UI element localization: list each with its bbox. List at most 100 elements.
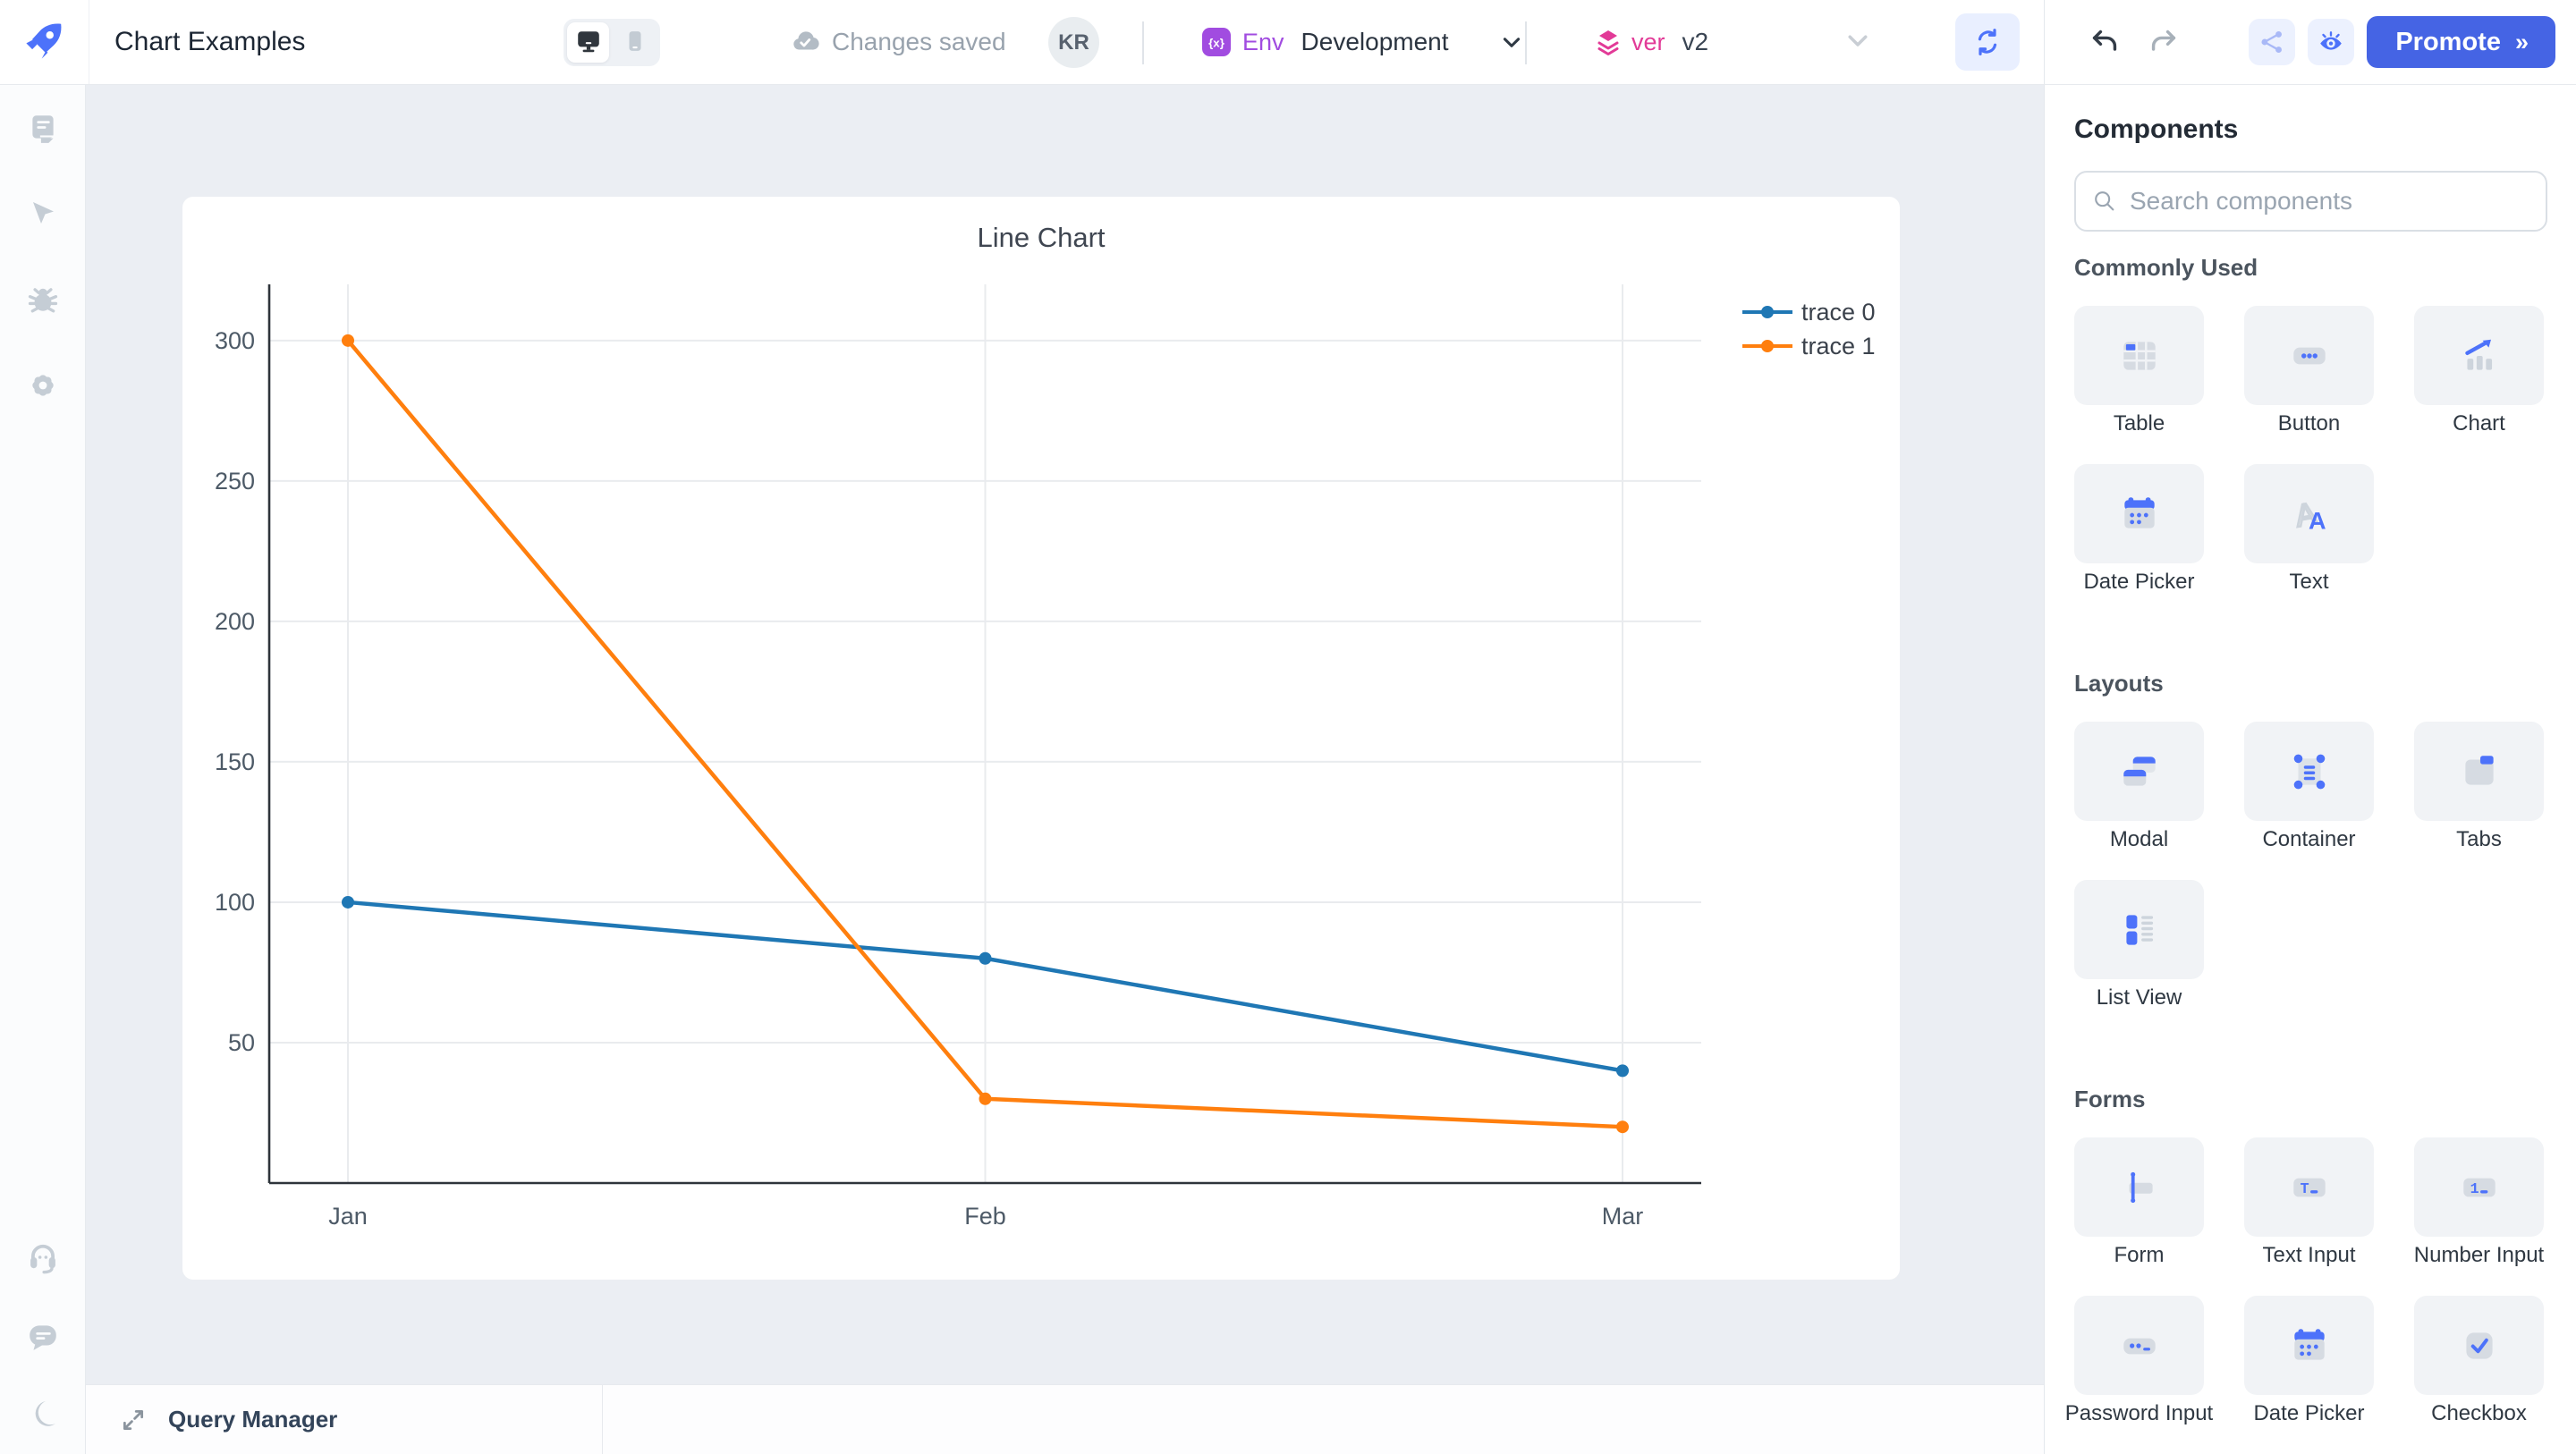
sidebar-dark-mode-icon[interactable] [0,1375,85,1454]
numberinput-icon: 1 [2457,1165,2502,1210]
checkbox-component-tile[interactable] [2414,1296,2544,1395]
component-label: Form [2114,1243,2165,1267]
sidebar-debugger-icon[interactable] [0,257,85,342]
component-item-modal[interactable]: Modal [2074,722,2204,852]
textinput-component-tile[interactable]: T [2244,1137,2374,1237]
undo-button[interactable] [2085,23,2124,61]
autosave-status-text: Changes saved [832,28,1006,55]
component-item-form[interactable]: Form [2074,1137,2204,1268]
chart-component-tile[interactable] [2414,306,2544,405]
sidebar-pointer-icon[interactable] [0,171,85,257]
listview-component-tile[interactable] [2074,880,2204,979]
sidebar-settings-icon[interactable] [0,342,85,428]
container-component-tile[interactable] [2244,722,2374,821]
component-label: Number Input [2413,1243,2545,1267]
svg-text:Line Chart: Line Chart [977,222,1105,253]
release-sync-button[interactable] [1955,13,2020,71]
version-layers-icon [1595,28,1622,56]
app-logo[interactable] [0,0,89,84]
section-title: Forms [2074,1086,2146,1112]
svg-text:A: A [2308,506,2326,534]
sync-icon [1974,28,2001,56]
components-panel: Components Commonly Used Table Button Chart… [2044,85,2576,1454]
version-selector[interactable]: ver v2 [1595,0,1708,84]
components-panel-title: Components [2074,114,2239,144]
passwordinput-icon [2117,1323,2162,1368]
modal-icon [2117,749,2162,794]
search-icon [2092,189,2117,214]
chat-icon [26,1319,60,1353]
checkbox-icon [2457,1323,2502,1368]
component-grid: Table Button Chart Date Picker A A Text [2074,306,2547,595]
environment-selector[interactable]: {x} Env Development [1202,0,1523,84]
promote-label: Promote [2395,27,2501,56]
component-item-chart[interactable]: Chart [2414,306,2544,436]
component-item-table[interactable]: Table [2074,306,2204,436]
version-value: v2 [1682,28,1709,55]
component-label: Text Input [2262,1243,2356,1267]
passwordinput-component-tile[interactable] [2074,1296,2204,1395]
component-item-numberinput[interactable]: 1 Number Input [2414,1137,2544,1268]
mobile-view-button[interactable] [614,22,656,63]
expand-icon [120,1407,147,1433]
component-item-checkbox[interactable]: Checkbox [2414,1296,2544,1426]
sidebar-chat-icon[interactable] [0,1297,85,1375]
button-component-tile[interactable] [2244,306,2374,405]
component-item-listview[interactable]: List View [2074,880,2204,1010]
component-item-container[interactable]: Container [2244,722,2374,852]
component-item-datepicker[interactable]: Date Picker [2074,464,2204,595]
component-item-button[interactable]: Button [2244,306,2374,436]
svg-text:trace 0: trace 0 [1801,299,1876,325]
datepicker-icon [2117,492,2162,537]
rocket-logo-icon [24,20,65,65]
component-label: Password Input [2064,1401,2214,1425]
numberinput-component-tile[interactable]: 1 [2414,1137,2544,1237]
button-icon [2287,334,2332,378]
tabs-component-tile[interactable] [2414,722,2544,821]
component-label: Modal [2109,827,2169,851]
svg-text:Feb: Feb [964,1203,1006,1230]
left-sidebar [0,85,86,1454]
datepicker-component-tile[interactable] [2244,1296,2374,1395]
sidebar-pages-icon[interactable] [0,85,85,171]
component-item-textinput[interactable]: T Text Input [2244,1137,2374,1268]
sidebar-support-icon[interactable] [0,1218,85,1297]
container-icon [2287,749,2332,794]
promote-button[interactable]: Promote » [2367,16,2555,68]
components-search-box[interactable] [2074,171,2547,232]
component-item-tabs[interactable]: Tabs [2414,722,2544,852]
component-grid: Form T Text Input 1 Number Input Password Inp… [2065,1137,2547,1426]
query-manager-toggle[interactable]: Query Manager [86,1385,603,1454]
avatar[interactable]: KR [1048,17,1099,68]
app-header: Chart Examples [0,0,2576,85]
app-canvas[interactable]: 50 100 150 200 250 300 Jan Feb Mar Line Chart trac… [86,85,2044,1454]
share-button[interactable] [2249,19,2296,65]
modal-component-tile[interactable] [2074,722,2204,821]
debugger-icon [25,282,61,317]
desktop-view-button[interactable] [567,22,609,63]
sidebar-top-group [0,85,85,428]
monitor-icon [575,28,602,57]
query-manager-label: Query Manager [168,1406,338,1433]
component-item-passwordinput[interactable]: Password Input [2065,1296,2213,1426]
section-title: Layouts [2074,670,2164,697]
form-component-tile[interactable] [2074,1137,2204,1237]
search-components-input[interactable] [2128,186,2529,216]
component-item-datepicker[interactable]: Date Picker [2244,1296,2374,1426]
smartphone-icon [625,30,645,55]
preview-button[interactable] [2308,19,2355,65]
chevron-down-icon[interactable] [1844,27,1871,58]
app-title: Chart Examples [114,27,306,56]
redo-button[interactable] [2144,23,2183,61]
table-component-tile[interactable] [2074,306,2204,405]
component-item-text[interactable]: A A Text [2244,464,2374,595]
pointer-icon [27,198,59,230]
svg-text:300: 300 [215,327,255,354]
datepicker-component-tile[interactable] [2074,464,2204,563]
chart-widget[interactable]: 50 100 150 200 250 300 Jan Feb Mar Line Chart trac… [182,197,1900,1280]
svg-text:Jan: Jan [328,1203,368,1230]
component-label: Checkbox [2431,1401,2527,1425]
form-icon [2117,1165,2162,1210]
